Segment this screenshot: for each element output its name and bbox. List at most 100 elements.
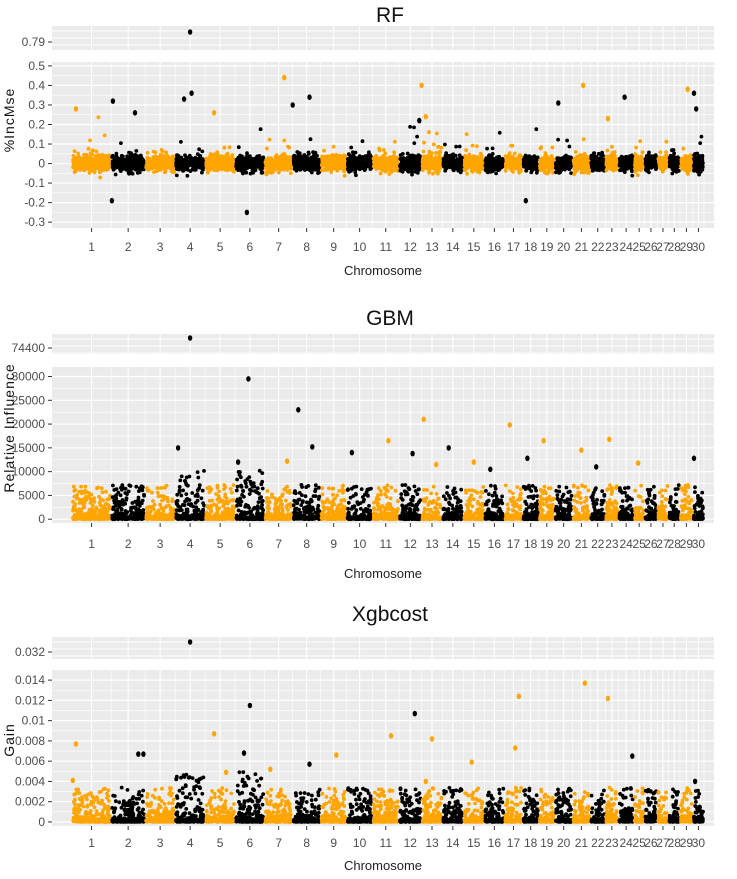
snp-point bbox=[84, 163, 89, 168]
x-tick-label: 16 bbox=[488, 240, 502, 254]
snp-point bbox=[341, 161, 346, 166]
y-tick-label: -0.2 bbox=[24, 196, 45, 210]
y-axis-label: %IncMse bbox=[1, 88, 17, 153]
snp-point bbox=[236, 145, 241, 150]
snp-point bbox=[494, 171, 498, 176]
snp-point bbox=[127, 150, 131, 155]
snp-point bbox=[421, 149, 426, 154]
snp-point bbox=[167, 156, 172, 161]
snp-point bbox=[409, 160, 414, 165]
snp-point bbox=[178, 161, 183, 166]
snp-point bbox=[573, 150, 578, 154]
snp-point bbox=[211, 161, 216, 166]
snp-point bbox=[280, 165, 285, 170]
snp-point bbox=[409, 165, 413, 170]
snp-point bbox=[578, 153, 582, 157]
snp-point bbox=[549, 154, 554, 158]
snp-point bbox=[524, 168, 529, 173]
x-tick-label: 11 bbox=[380, 240, 393, 254]
snp-point bbox=[306, 159, 311, 164]
snp-point bbox=[398, 157, 403, 161]
snp-point bbox=[145, 151, 150, 155]
snp-point bbox=[170, 169, 174, 174]
snp-point bbox=[380, 168, 384, 172]
snp-point bbox=[479, 159, 484, 164]
snp-point bbox=[456, 168, 461, 172]
snp-point bbox=[245, 162, 250, 166]
snp-point bbox=[232, 169, 236, 174]
snp-point bbox=[280, 153, 285, 157]
snp-point bbox=[581, 137, 586, 142]
snp-point bbox=[576, 164, 581, 169]
snp-point bbox=[538, 146, 543, 151]
x-tick-label: 8 bbox=[303, 240, 310, 254]
snp-point bbox=[222, 165, 227, 170]
snp-point bbox=[393, 139, 397, 144]
snp-point bbox=[207, 156, 212, 161]
snp-point bbox=[347, 160, 352, 165]
snp-point bbox=[149, 165, 154, 169]
y-tick-label: 0.2 bbox=[28, 117, 45, 131]
y-tick-label: 0.5 bbox=[28, 59, 45, 73]
snp-point bbox=[418, 154, 422, 159]
snp-point bbox=[412, 125, 416, 130]
snp-point bbox=[257, 158, 262, 163]
snp-point bbox=[596, 167, 601, 172]
y-tick-label: -0.1 bbox=[24, 176, 45, 190]
snp-point bbox=[446, 164, 451, 169]
snp-point bbox=[88, 138, 92, 143]
snp-point bbox=[389, 168, 394, 172]
snp-point bbox=[412, 141, 417, 146]
snp-point bbox=[422, 140, 426, 145]
snp-point bbox=[381, 148, 386, 152]
snp-point bbox=[464, 148, 468, 153]
snp-point bbox=[490, 146, 495, 151]
snp-point bbox=[572, 172, 576, 177]
snp-point bbox=[421, 159, 426, 163]
snp-point bbox=[176, 153, 181, 158]
snp-point bbox=[236, 168, 241, 173]
snp-point bbox=[410, 153, 415, 158]
snp-point bbox=[377, 146, 381, 151]
x-tick-label: 23 bbox=[605, 240, 619, 254]
snp-point bbox=[257, 154, 262, 158]
snp-point bbox=[453, 160, 458, 165]
snp-point bbox=[405, 151, 410, 156]
snp-point bbox=[432, 142, 436, 147]
snp-point bbox=[159, 160, 164, 165]
x-tick-label: 29 bbox=[680, 240, 694, 254]
snp-point bbox=[110, 165, 115, 170]
snp-point bbox=[503, 168, 508, 173]
snp-point bbox=[282, 138, 287, 143]
snp-point bbox=[86, 157, 91, 162]
snp-point bbox=[415, 165, 419, 170]
snp-point bbox=[155, 167, 160, 172]
snp-point bbox=[342, 173, 347, 178]
snp-point bbox=[382, 156, 386, 160]
snp-point bbox=[511, 170, 515, 174]
snp-point bbox=[270, 162, 274, 167]
snp-point bbox=[163, 170, 168, 174]
snp-point bbox=[98, 169, 102, 174]
snp-point bbox=[442, 164, 447, 168]
snp-point bbox=[191, 166, 196, 170]
snp-point bbox=[265, 160, 269, 165]
snp-point bbox=[241, 160, 246, 165]
snp-point bbox=[114, 151, 119, 156]
snp-point bbox=[489, 156, 493, 161]
snp-point bbox=[265, 146, 269, 151]
snp-point bbox=[78, 158, 82, 163]
snp-point bbox=[550, 145, 555, 150]
snp-point bbox=[497, 130, 502, 135]
snp-point bbox=[504, 161, 508, 166]
snp-point bbox=[183, 161, 188, 166]
snp-point bbox=[457, 144, 462, 149]
snp-point bbox=[161, 157, 166, 161]
snp-point bbox=[534, 168, 539, 172]
snp-point bbox=[336, 162, 340, 167]
snp-point bbox=[444, 154, 449, 159]
snp-point bbox=[194, 156, 199, 161]
snp-point bbox=[490, 152, 495, 156]
snp-point bbox=[385, 160, 390, 164]
snp-point bbox=[93, 165, 97, 170]
